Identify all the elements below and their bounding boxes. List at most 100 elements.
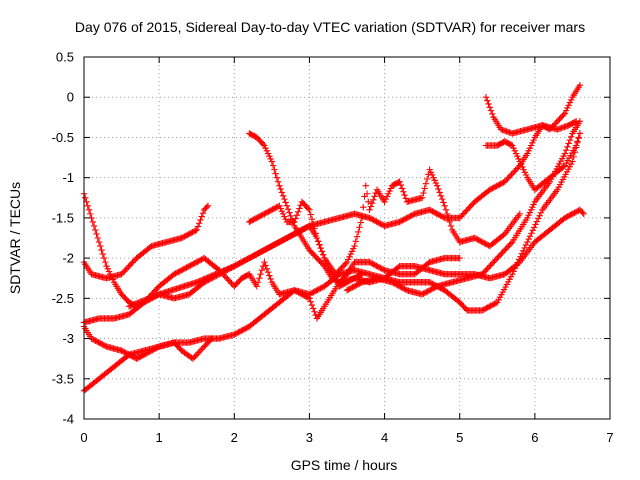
data-point	[253, 250, 261, 258]
data-point	[190, 260, 197, 268]
data-point	[308, 289, 316, 297]
data-point	[429, 280, 436, 287]
data-point	[273, 174, 281, 181]
data-point	[121, 348, 128, 356]
data-point	[283, 202, 291, 210]
data-point	[239, 258, 246, 266]
data-point	[243, 256, 250, 263]
data-point	[339, 263, 346, 270]
data-point	[514, 259, 521, 266]
data-point	[236, 328, 243, 335]
data-point	[92, 226, 99, 234]
data-point	[122, 349, 129, 357]
data-point	[204, 274, 211, 281]
data-point	[266, 207, 274, 215]
data-point	[147, 243, 154, 251]
data-point	[181, 233, 188, 240]
data-point	[268, 158, 276, 165]
data-point	[295, 228, 302, 235]
data-point	[94, 234, 101, 242]
data-point	[491, 300, 498, 308]
data-point	[213, 270, 221, 277]
data-point	[501, 178, 508, 185]
data-point	[390, 279, 397, 287]
data-point	[401, 215, 409, 223]
data-point	[172, 270, 179, 277]
data-point	[466, 204, 473, 211]
x-tick-label: 3	[306, 430, 313, 445]
data-point	[482, 240, 489, 248]
data-point	[437, 192, 445, 199]
data-point	[459, 211, 466, 219]
data-point	[242, 325, 249, 332]
data-point	[362, 182, 369, 189]
data-point	[373, 262, 380, 269]
data-point	[252, 215, 260, 222]
data-point	[564, 213, 571, 220]
data-point	[247, 217, 254, 225]
data-point	[347, 284, 355, 292]
series-11	[482, 130, 584, 193]
data-point	[293, 212, 301, 219]
data-point	[257, 248, 265, 255]
data-point	[370, 216, 377, 224]
data-point	[565, 140, 572, 147]
data-point	[428, 285, 435, 293]
data-point	[480, 269, 487, 276]
data-point	[93, 230, 100, 238]
data-point	[356, 224, 363, 231]
data-point	[257, 271, 264, 278]
data-point	[262, 209, 269, 217]
data-point	[101, 342, 109, 350]
data-point	[427, 207, 435, 214]
data-point	[255, 213, 263, 220]
data-point	[267, 275, 274, 283]
data-point	[352, 238, 359, 245]
data-point	[232, 330, 239, 338]
data-point	[533, 218, 541, 225]
data-point	[332, 271, 339, 278]
data-point	[463, 207, 470, 214]
data-point	[572, 118, 580, 125]
data-point	[292, 215, 299, 222]
data-point	[427, 286, 434, 294]
data-point	[313, 234, 321, 242]
data-point	[180, 265, 187, 273]
data-point	[487, 185, 495, 193]
data-point	[241, 257, 249, 264]
data-point	[488, 260, 496, 268]
data-point	[400, 216, 407, 223]
data-point	[93, 338, 101, 345]
data-point	[265, 208, 272, 215]
data-point	[182, 232, 189, 240]
data-point	[212, 271, 219, 278]
data-point	[489, 185, 496, 192]
data-point	[425, 260, 432, 267]
data-point	[434, 211, 442, 218]
data-point	[233, 261, 241, 268]
data-point	[203, 203, 210, 211]
data-point	[342, 272, 349, 279]
data-point	[270, 205, 278, 212]
data-point	[306, 206, 313, 214]
data-point	[426, 279, 433, 286]
data-point	[150, 346, 157, 353]
data-point	[123, 350, 131, 357]
data-point	[177, 267, 185, 274]
data-point	[146, 348, 153, 355]
data-point	[480, 306, 487, 313]
data-point	[251, 215, 258, 223]
data-point	[520, 247, 527, 254]
data-point	[227, 264, 234, 272]
data-point	[316, 241, 323, 248]
data-point	[370, 261, 377, 268]
data-point	[306, 291, 313, 298]
data-point	[401, 285, 408, 293]
data-point	[503, 244, 511, 252]
data-point	[307, 211, 314, 218]
data-point	[89, 218, 96, 226]
data-point	[507, 240, 515, 247]
data-point	[407, 212, 414, 220]
data-point	[567, 211, 574, 219]
data-point	[345, 286, 352, 293]
